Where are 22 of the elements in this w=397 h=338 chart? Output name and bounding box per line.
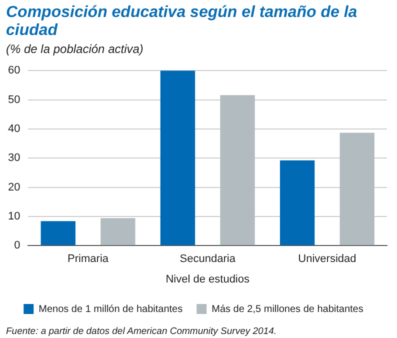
- bar: [220, 95, 255, 246]
- y-tick-label: 30: [8, 152, 20, 164]
- legend-label: Menos de 1 millón de habitantes: [38, 304, 183, 315]
- x-axis-title: Nivel de estudios: [166, 273, 250, 286]
- y-tick-label: 20: [8, 181, 20, 194]
- bar: [280, 160, 315, 246]
- y-tick-label: 10: [8, 210, 20, 222]
- y-tick-label: 0: [14, 240, 20, 252]
- bar: [40, 221, 76, 246]
- bar: [100, 218, 136, 246]
- x-tick-label: Universidad: [298, 253, 356, 266]
- x-tick-label: Primaria: [68, 253, 110, 266]
- y-tick-label: 60: [8, 64, 20, 77]
- bar: [160, 70, 196, 246]
- chart-title: Composición educativa según el tamaño de la ciudad: [5, 3, 358, 40]
- y-tick-label: 50: [8, 94, 20, 106]
- bar: [340, 132, 374, 246]
- chart-subtitle: (% de la población activa): [5, 41, 144, 56]
- x-tick-label: Secundaria: [180, 253, 236, 266]
- legend-label: Más de 2,5 millones de habitantes: [212, 304, 364, 315]
- source-note: Fuente: a partir de datos del American Community Survey 2014.: [5, 325, 278, 338]
- y-tick-label: 40: [8, 122, 20, 135]
